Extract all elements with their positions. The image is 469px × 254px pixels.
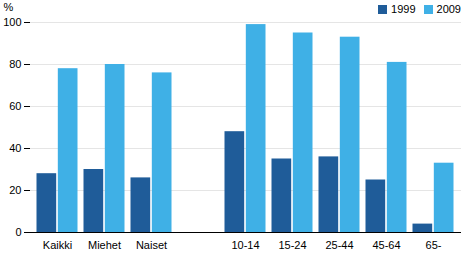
svg-text:Naiset: Naiset [136,239,167,251]
svg-text:80: 80 [9,58,21,70]
html-text:1999: 1999 [391,3,416,15]
svg-text:Kaikki: Kaikki [43,239,72,251]
svg-text:40: 40 [9,142,21,154]
svg-text:%: % [4,1,14,13]
svg-text:100: 100 [3,16,21,28]
svg-text:0: 0 [15,226,21,238]
svg-text:15-24: 15-24 [278,239,306,251]
svg-text:60: 60 [9,100,21,112]
svg-text:45-64: 45-64 [372,239,400,251]
svg-text:20: 20 [9,184,21,196]
html-text:2009: 2009 [436,3,461,15]
svg-text:25-44: 25-44 [325,239,353,251]
svg-text:65-: 65- [426,239,442,251]
svg-text:Miehet: Miehet [88,239,121,251]
svg-text:10-14: 10-14 [231,239,259,251]
